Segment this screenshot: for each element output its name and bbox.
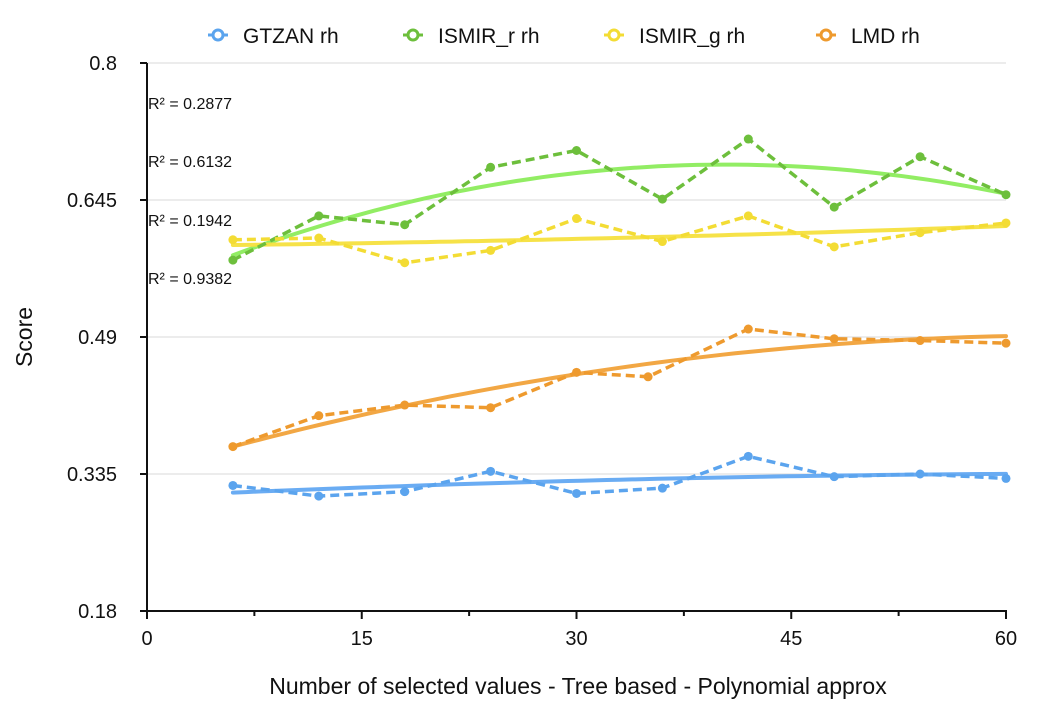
data-point: [657, 483, 667, 493]
data-point: [829, 202, 839, 212]
data-point: [400, 258, 410, 268]
trendline-3: [230, 334, 1008, 449]
data-point: [486, 162, 496, 172]
data-point: [1001, 338, 1011, 348]
data-point: [400, 220, 410, 230]
data-point: [228, 255, 238, 265]
legend-swatch-marker: [406, 28, 420, 42]
data-point: [743, 451, 753, 461]
trendline-1: [230, 162, 1008, 258]
data-point: [743, 324, 753, 334]
data-point: [829, 334, 839, 344]
data-point: [915, 469, 925, 479]
series-layer: [228, 134, 1011, 501]
r2-annotation-layer: R² = 0.2877 R² = 0.6132 R² = 0.1942 R² = 0.…: [148, 96, 232, 288]
legend-label: LMD rh: [851, 25, 920, 48]
x-tick-layer: 0 15 30 45 60: [141, 611, 1017, 650]
legend-swatch-marker: [819, 28, 833, 42]
data-point: [915, 152, 925, 162]
data-point: [400, 400, 410, 410]
data-point: [657, 194, 667, 204]
data-point: [228, 235, 238, 245]
series-line-1: [232, 136, 1007, 262]
y-tick-label: 0.49: [78, 327, 117, 349]
data-point: [314, 211, 324, 221]
legend-label: ISMIR_g rh: [639, 25, 745, 48]
x-tick-label: 30: [565, 628, 587, 650]
data-point: [486, 466, 496, 476]
trendline-layer: [230, 162, 1008, 495]
trendline-2: [230, 224, 1008, 247]
legend: GTZAN rh ISMIR_r rh ISMIR_g rh LMD rh: [208, 25, 920, 48]
y-tick-layer: 0.18 0.335 0.49 0.645 0.8: [67, 53, 147, 623]
r2-annotation: R² = 0.6132: [148, 154, 232, 171]
data-point: [486, 403, 496, 413]
y-tick-label: 0.8: [89, 53, 117, 75]
data-point: [1001, 473, 1011, 483]
r2-annotation: R² = 0.1942: [148, 213, 232, 230]
data-point: [314, 233, 324, 243]
data-point: [314, 491, 324, 501]
data-point: [915, 336, 925, 346]
legend-label: ISMIR_r rh: [438, 25, 540, 48]
data-point: [572, 367, 581, 377]
y-tick-label: 0.18: [78, 601, 117, 623]
r2-annotation: R² = 0.9382: [148, 271, 232, 288]
x-tick-label: 45: [780, 628, 802, 650]
data-point: [572, 214, 581, 224]
x-tick-label: 60: [995, 628, 1017, 650]
x-tick-label: 15: [351, 628, 373, 650]
series-line-0: [232, 454, 1007, 498]
data-point: [572, 488, 581, 498]
data-point: [743, 211, 753, 221]
data-point: [743, 134, 753, 144]
data-point: [228, 442, 238, 452]
data-point: [657, 237, 667, 247]
data-point: [1001, 218, 1011, 228]
data-point: [1001, 190, 1011, 200]
x-axis-title: Number of selected values - Tree based -…: [269, 673, 887, 699]
data-point: [314, 411, 324, 421]
data-point: [228, 480, 238, 490]
x-tick-label: 0: [141, 628, 152, 650]
series-line-3: [232, 327, 1007, 449]
y-tick-label: 0.335: [67, 464, 117, 486]
data-point: [643, 372, 653, 382]
legend-swatch-marker: [607, 28, 621, 42]
grid-layer: [147, 62, 1006, 475]
data-point: [400, 487, 410, 497]
r2-annotation: R² = 0.2877: [148, 96, 232, 113]
legend-swatch-marker: [211, 28, 225, 42]
series-line-2: [232, 214, 1007, 265]
data-point: [915, 228, 925, 238]
data-point: [829, 472, 839, 482]
legend-label: GTZAN rh: [243, 25, 339, 48]
data-point: [829, 242, 839, 252]
y-tick-label: 0.645: [67, 190, 117, 212]
data-point: [486, 245, 496, 255]
y-axis-title: Score: [11, 307, 37, 367]
data-point: [572, 146, 581, 156]
